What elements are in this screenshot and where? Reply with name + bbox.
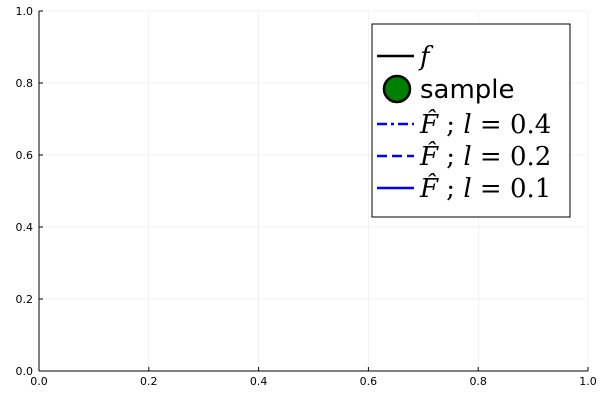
legend-label: sample	[420, 75, 515, 105]
x-tick-label: 0.4	[250, 375, 268, 388]
legend-entry: sample	[382, 74, 515, 105]
axes	[38, 11, 588, 372]
x-tick-labels: 0.0 0.2 0.4 0.6 0.8 1.0	[30, 375, 597, 388]
y-tick-label: 1.0	[16, 5, 34, 18]
legend-label: F̂ ; l = 0.2	[419, 141, 551, 172]
legend-entry: F̂ ; l = 0.2	[377, 141, 551, 172]
x-tick-label: 0.0	[30, 375, 48, 388]
legend-label: F̂ ; l = 0.1	[419, 173, 551, 204]
y-tick-label: 0.6	[16, 149, 34, 162]
x-tick-label: 1.0	[579, 375, 597, 388]
x-tick-label: 0.6	[360, 375, 378, 388]
x-tick-label: 0.2	[140, 375, 158, 388]
y-tick-label: 0.8	[16, 77, 34, 90]
legend-entry: F̂ ; l = 0.4	[377, 109, 551, 140]
legend-marker	[382, 74, 412, 104]
y-tick-label: 0.0	[16, 365, 34, 378]
y-tick-labels: 0.0 0.2 0.4 0.6 0.8 1.0	[16, 5, 34, 378]
legend-label: F̂ ; l = 0.4	[419, 109, 551, 140]
y-tick-label: 0.2	[16, 293, 34, 306]
legend-entry: F̂ ; l = 0.1	[377, 173, 551, 204]
x-tick-label: 0.8	[469, 375, 487, 388]
y-tick-label: 0.4	[16, 221, 34, 234]
